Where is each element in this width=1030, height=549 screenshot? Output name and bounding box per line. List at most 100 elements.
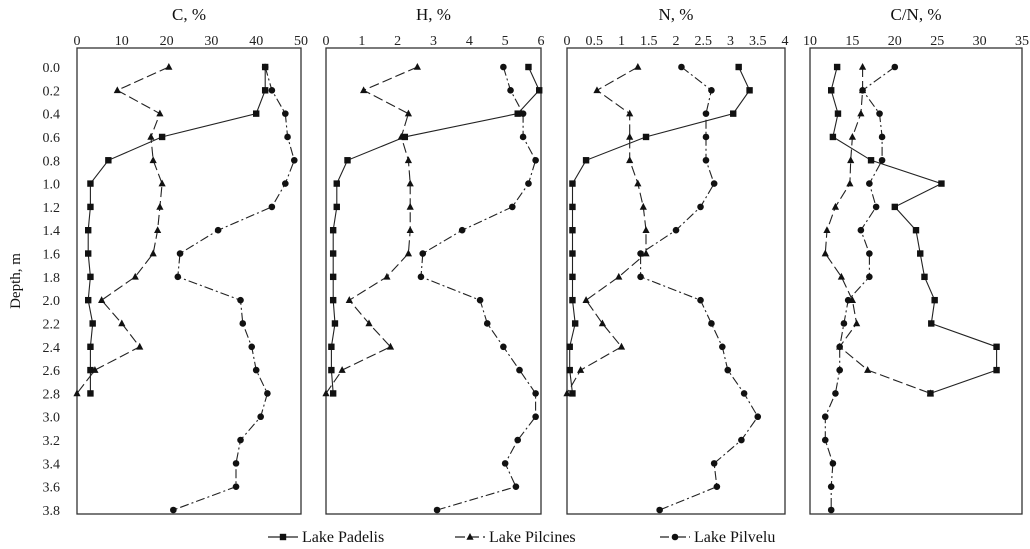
data-point-circle-marker [710, 460, 718, 467]
data-point-square-marker [829, 133, 837, 141]
data-point-square-marker [344, 157, 351, 164]
data-point-circle-marker [836, 366, 843, 374]
data-point-circle-marker [237, 436, 244, 444]
data-point-circle-marker [284, 133, 291, 141]
data-point-circle-marker [719, 343, 726, 351]
data-point-circle-marker [840, 320, 848, 327]
data-point-square-marker [261, 87, 269, 94]
data-point-circle-marker [458, 226, 466, 234]
x-tick-label: 2.5 [695, 34, 713, 49]
data-point-circle-marker [282, 110, 289, 117]
data-point-circle-marker [836, 343, 843, 351]
data-point-triangle-marker [847, 156, 855, 164]
x-tick-label: 3.5 [749, 34, 767, 49]
data-point-circle-marker [500, 63, 507, 71]
data-point-triangle-marker [617, 342, 626, 350]
data-point-circle-marker [257, 413, 264, 421]
y-tick-label: 1.2 [43, 201, 61, 216]
x-tick-label: 1 [618, 34, 625, 49]
panel-3: N, % 0 0.5 1 1.5 2 2.5 3 3.5 4 [563, 5, 789, 515]
data-point-square-marker [566, 343, 573, 350]
data-point-triangle-marker [98, 296, 106, 303]
data-point-triangle-marker [639, 202, 647, 210]
x-tick-label: 15 [845, 34, 859, 49]
data-point-square-marker [735, 63, 742, 71]
x-tick-label: 4 [466, 34, 473, 49]
panel-title: C, % [172, 5, 206, 24]
data-point-circle-marker [290, 156, 298, 164]
data-point-square-marker [569, 227, 576, 234]
data-point-square-marker [834, 110, 842, 117]
data-point-triangle-marker [345, 296, 353, 303]
legend-item: Lake Pilcines [455, 529, 576, 546]
data-point-triangle-marker [563, 389, 571, 397]
legend-label: Lake Pilvelu [694, 529, 775, 546]
data-point-triangle-marker [626, 156, 634, 164]
data-point-circle-marker [507, 87, 514, 94]
data-point-circle-marker [214, 226, 222, 234]
data-point-square-marker [87, 273, 94, 281]
x-tick-label: 1 [358, 34, 365, 49]
data-point-triangle-marker [858, 63, 867, 70]
data-point-triangle-marker [837, 272, 845, 280]
y-tick-label: 3.0 [43, 411, 61, 426]
data-point-square-marker [328, 343, 335, 350]
data-point-square-marker [938, 180, 945, 187]
x-tick-label: 0 [74, 34, 81, 49]
data-point-square-marker [993, 343, 1000, 350]
data-point-square-marker [833, 63, 841, 71]
data-point-circle-marker [419, 250, 427, 257]
series-triangle [73, 63, 173, 397]
data-point-square-marker [401, 133, 409, 141]
series-triangle [322, 63, 421, 397]
data-point-circle-marker [232, 460, 240, 467]
data-point-square-marker [569, 203, 576, 211]
data-point-triangle-marker [322, 389, 330, 397]
y-tick-label: 3.4 [43, 457, 61, 472]
data-point-square-marker [329, 273, 337, 281]
series-circle [821, 63, 899, 514]
data-point-circle-marker [501, 460, 509, 467]
series-circle [637, 63, 762, 514]
legend-label: Lake Pilcines [489, 529, 576, 546]
data-point-triangle-marker [413, 63, 421, 70]
data-point-triangle-marker [404, 109, 413, 117]
y-tick-label: 1.6 [43, 248, 61, 263]
legend-circle-marker [671, 533, 679, 541]
panel-title: H, % [416, 5, 451, 24]
data-point-circle-marker [827, 506, 835, 514]
data-point-circle-marker [516, 366, 523, 374]
data-point-circle-marker [232, 483, 240, 490]
series-line [640, 66, 759, 511]
y-tick-label: 3.2 [43, 434, 61, 449]
legend-square-marker [279, 533, 287, 541]
data-point-circle-marker [713, 483, 721, 490]
data-point-square-marker [329, 296, 337, 304]
data-point-triangle-marker [582, 296, 590, 303]
panel-2: H, % 0 1 2 3 4 5 6 [322, 5, 545, 515]
x-tick-label: 0 [323, 34, 330, 49]
data-point-square-marker [525, 63, 532, 71]
data-point-circle-marker [483, 320, 491, 327]
data-point-square-marker [921, 273, 928, 281]
data-point-triangle-marker [149, 249, 157, 257]
series-square [85, 63, 269, 397]
data-point-triangle-marker [598, 319, 607, 327]
data-point-triangle-marker [118, 319, 126, 327]
y-tick-label: 2.2 [43, 317, 61, 332]
data-point-circle-marker [282, 180, 289, 187]
data-point-square-marker [89, 320, 96, 327]
data-point-circle-marker [724, 366, 732, 374]
data-point-circle-marker [512, 483, 520, 490]
series-line [824, 66, 896, 510]
data-point-triangle-marker [365, 319, 373, 327]
data-point-square-marker [329, 250, 337, 257]
data-point-circle-marker [702, 156, 710, 164]
series-line [420, 66, 537, 511]
series-line [330, 66, 540, 394]
data-point-circle-marker [519, 110, 527, 117]
data-point-triangle-marker [848, 132, 856, 140]
data-point-circle-marker [866, 180, 873, 187]
data-point-circle-marker [637, 250, 644, 257]
